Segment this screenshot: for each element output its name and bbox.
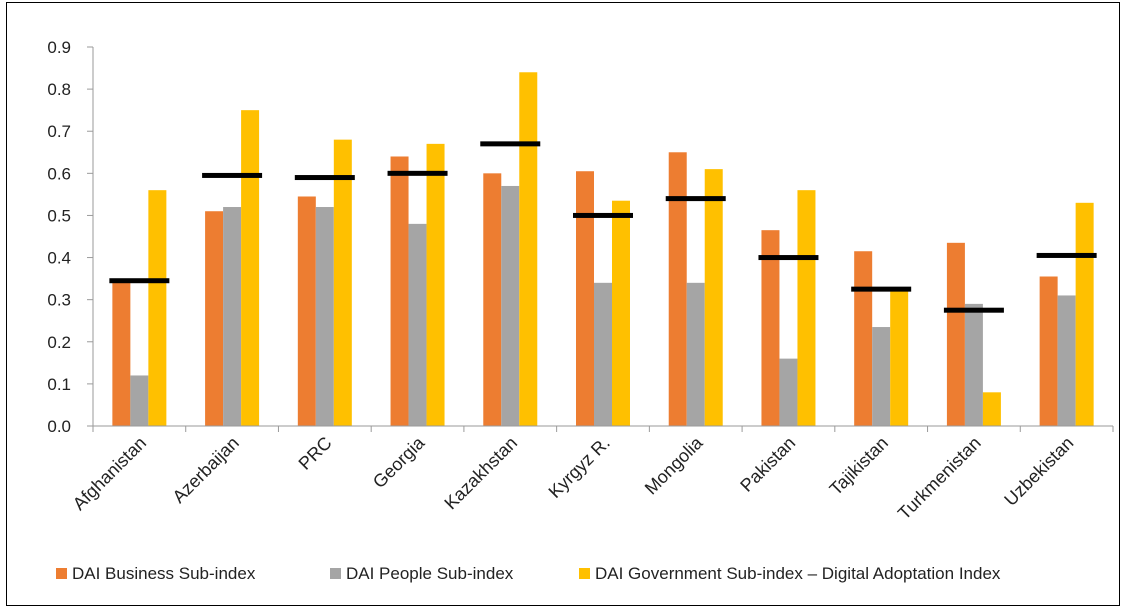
y-tick-label: 0.0 <box>47 417 71 436</box>
bar-dai-business-sub-index-afghanistan <box>112 282 131 426</box>
legend-label: DAI Business Sub-index <box>72 564 256 583</box>
bar-dai-people-sub-index-kazakhstan <box>501 185 520 426</box>
x-tick-label: Turkmenistan <box>894 433 985 524</box>
y-tick-label: 0.6 <box>47 164 71 183</box>
index-marker-georgia <box>387 170 448 176</box>
index-marker-kyrgyz-r- <box>573 212 633 218</box>
bar-dai-people-sub-index-azerbaijan <box>223 207 242 426</box>
bar-dai-government-sub-index-turkmenistan <box>982 392 1001 426</box>
x-tick-label: Kazakhstan <box>440 433 521 514</box>
legend-swatch <box>330 568 341 579</box>
y-tick-label: 0.5 <box>47 206 71 225</box>
bar-dai-people-sub-index-tajikistan <box>872 327 891 426</box>
y-tick-label: 0.4 <box>47 249 71 268</box>
legend-swatch <box>579 568 590 579</box>
bar-dai-business-sub-index-mongolia <box>668 152 687 426</box>
index-marker-mongolia <box>665 196 726 202</box>
bar-dai-government-sub-index-mongolia <box>704 169 723 426</box>
bar-dai-people-sub-index-georgia <box>408 223 427 426</box>
x-tick-label: Mongolia <box>641 432 707 498</box>
x-tick-label: Georgia <box>369 432 429 492</box>
bar-dai-government-sub-index-kyrgyz-r- <box>612 200 630 426</box>
bar-dai-business-sub-index-kyrgyz-r- <box>576 171 594 426</box>
bar-dai-business-sub-index-azerbaijan <box>205 211 224 426</box>
bar-dai-people-sub-index-afghanistan <box>130 375 149 426</box>
x-tick-label: Kyrgyz R. <box>545 433 614 502</box>
bars <box>112 72 1094 427</box>
bar-dai-government-sub-index-prc <box>333 139 352 426</box>
bar-dai-government-sub-index-azerbaijan <box>241 110 260 427</box>
legend-label: DAI Government Sub-index – Digital Adopt… <box>595 564 1001 583</box>
bar-dai-government-sub-index-tajikistan <box>890 291 909 426</box>
index-marker-azerbaijan <box>202 172 263 178</box>
index-marker-tajikistan <box>851 286 912 292</box>
index-marker-prc <box>294 175 355 181</box>
index-marker-pakistan <box>758 255 819 261</box>
legend-label: DAI People Sub-index <box>346 564 514 583</box>
bar-dai-business-sub-index-georgia <box>390 156 409 426</box>
bar-dai-people-sub-index-uzbekistan <box>1057 295 1076 426</box>
y-tick-label: 0.3 <box>47 291 71 310</box>
x-tick-label: Azerbaijan <box>169 433 243 507</box>
y-tick-label: 0.1 <box>47 375 71 394</box>
bar-chart: 0.0 0.1 0.2 0.3 0.4 0.5 0.6 0.7 0.8 0.9 Afghanist… <box>47 38 1114 583</box>
y-tick-label: 0.7 <box>47 122 71 141</box>
bar-dai-government-sub-index-afghanistan <box>148 190 167 426</box>
legend: DAI Business Sub-index DAI People Sub-ind… <box>56 564 1001 583</box>
chart-frame: 0.0 0.1 0.2 0.3 0.4 0.5 0.6 0.7 0.8 0.9 Afghanist… <box>6 2 1120 606</box>
index-markers <box>109 141 1097 313</box>
bar-dai-business-sub-index-kazakhstan <box>483 173 502 426</box>
bar-dai-business-sub-index-turkmenistan <box>946 242 965 426</box>
bar-dai-people-sub-index-turkmenistan <box>964 303 983 426</box>
bar-dai-business-sub-index-pakistan <box>761 230 780 426</box>
bar-dai-people-sub-index-mongolia <box>686 282 705 426</box>
index-marker-afghanistan <box>109 278 170 284</box>
bar-dai-people-sub-index-pakistan <box>779 358 798 426</box>
index-marker-kazakhstan <box>480 141 541 147</box>
y-tick-label: 0.2 <box>47 333 71 352</box>
legend-swatch <box>56 568 67 579</box>
bar-dai-people-sub-index-prc <box>315 207 334 426</box>
bar-dai-government-sub-index-kazakhstan <box>519 72 538 427</box>
bar-dai-business-sub-index-tajikistan <box>854 251 873 426</box>
x-axis: Afghanistan Azerbaijan PRC Georgia Kazakhsta… <box>69 425 1114 524</box>
x-tick-label: Afghanistan <box>69 433 150 514</box>
y-axis: 0.0 0.1 0.2 0.3 0.4 0.5 0.6 0.7 0.8 0.9 <box>47 38 94 436</box>
bar-dai-people-sub-index-kyrgyz-r- <box>594 282 612 426</box>
x-tick-label: Pakistan <box>736 433 799 496</box>
index-marker-turkmenistan <box>943 307 1004 313</box>
y-tick-label: 0.9 <box>47 38 71 57</box>
x-tick-label: PRC <box>295 433 336 474</box>
x-tick-label: Uzbekistan <box>1000 433 1077 510</box>
index-marker-uzbekistan <box>1036 252 1097 258</box>
bar-dai-business-sub-index-uzbekistan <box>1039 276 1058 426</box>
bar-dai-government-sub-index-georgia <box>426 143 445 426</box>
y-tick-label: 0.8 <box>47 80 71 99</box>
bar-dai-government-sub-index-uzbekistan <box>1075 202 1094 426</box>
bar-dai-government-sub-index-pakistan <box>797 190 816 426</box>
bar-dai-business-sub-index-prc <box>297 196 316 426</box>
x-tick-label: Tajikistan <box>826 433 892 499</box>
